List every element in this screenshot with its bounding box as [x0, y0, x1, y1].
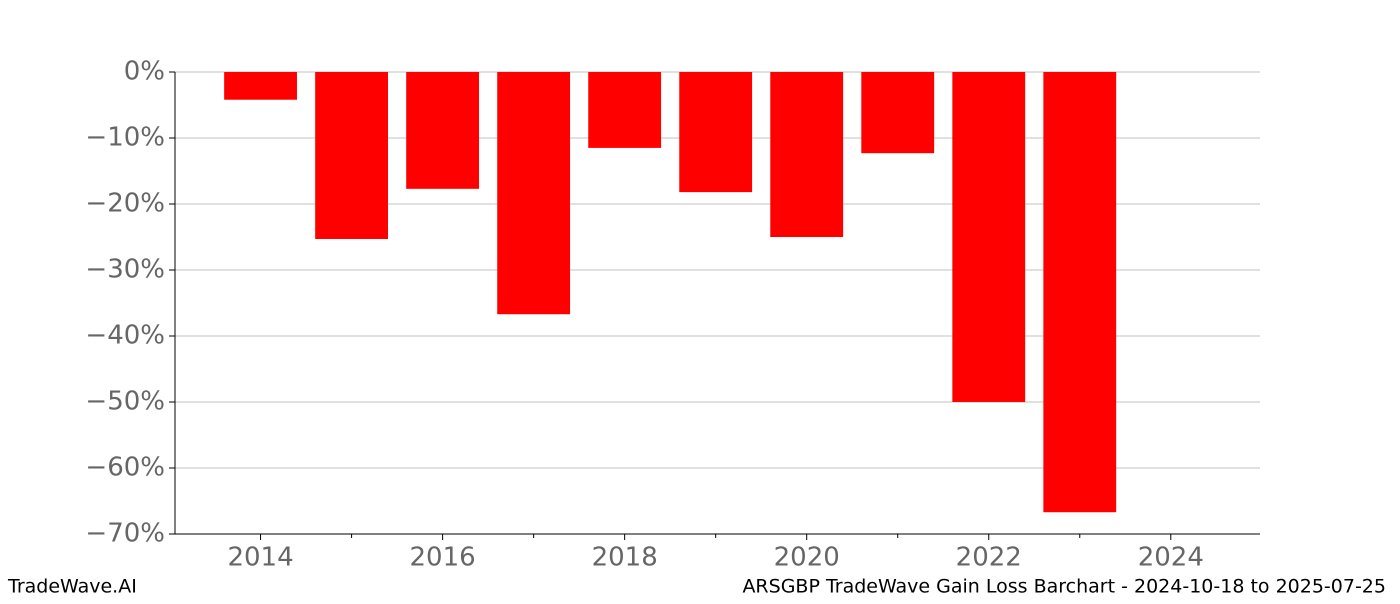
x-tick-label: 2024	[1138, 543, 1204, 573]
y-tick-label: −40%	[85, 321, 165, 351]
y-tick-label: 0%	[124, 57, 165, 87]
bar	[406, 72, 480, 189]
bar	[770, 72, 844, 237]
x-tick-label: 2020	[774, 543, 840, 573]
bar	[861, 72, 935, 154]
y-tick-label: −70%	[85, 519, 165, 549]
bar	[315, 72, 388, 239]
footer-brand: TradeWave.AI	[7, 576, 137, 598]
bar	[224, 72, 297, 100]
y-tick-label: −30%	[85, 255, 165, 285]
footer-caption: ARSGBP TradeWave Gain Loss Barchart - 20…	[742, 576, 1386, 598]
bar	[1043, 72, 1117, 513]
bar	[497, 72, 571, 315]
y-tick-label: −10%	[85, 123, 165, 153]
bar	[952, 72, 1026, 402]
y-tick-label: −20%	[85, 189, 165, 219]
y-tick-label: −60%	[85, 453, 165, 483]
x-tick-label: 2014	[227, 543, 293, 573]
x-tick-label: 2022	[956, 543, 1022, 573]
bar	[679, 72, 753, 193]
x-tick-label: 2016	[410, 543, 476, 573]
y-tick-label: −50%	[85, 387, 165, 417]
x-tick-label: 2018	[592, 543, 658, 573]
bar	[588, 72, 662, 148]
